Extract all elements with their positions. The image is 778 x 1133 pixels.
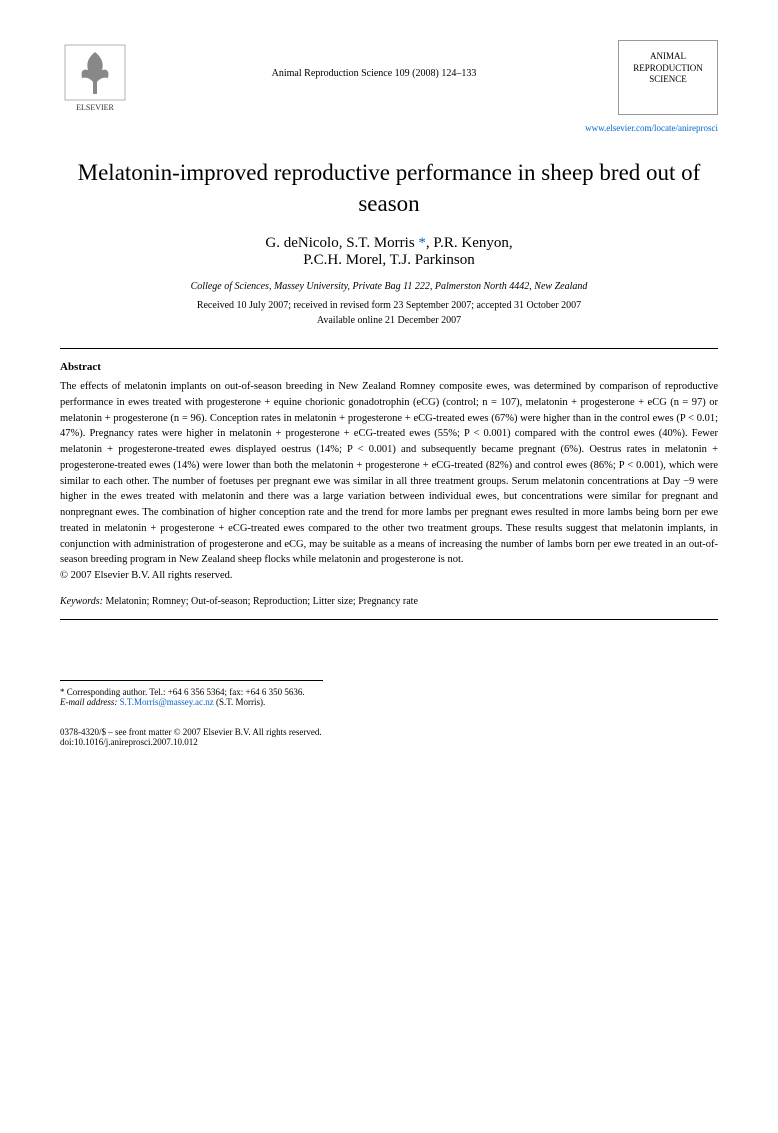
abstract-content: The effects of melatonin implants on out… — [60, 381, 718, 565]
tree-icon: ELSEVIER — [60, 40, 130, 115]
authors-text: G. deNicolo, S.T. Morris — [265, 235, 414, 251]
divider-rule-2 — [60, 619, 718, 620]
dates-received: Received 10 July 2007; received in revis… — [60, 298, 718, 313]
affiliation: College of Sciences, Massey University, … — [60, 281, 718, 292]
journal-reference: Animal Reproduction Science 109 (2008) 1… — [130, 40, 618, 79]
journal-name-line1: ANIMAL — [623, 51, 713, 63]
journal-name-line2: REPRODUCTION — [623, 63, 713, 75]
journal-url[interactable]: www.elsevier.com/locate/anireprosci — [60, 123, 718, 133]
email-link[interactable]: S.T.Morris@massey.ac.nz — [120, 697, 214, 707]
corresponding-footnote: * Corresponding author. Tel.: +64 6 356 … — [60, 680, 323, 707]
author-list: G. deNicolo, S.T. Morris *, P.R. Kenyon,… — [60, 235, 718, 269]
dates-online: Available online 21 December 2007 — [60, 313, 718, 328]
publisher-name: ELSEVIER — [76, 103, 114, 112]
corr-author-info: * Corresponding author. Tel.: +64 6 356 … — [60, 687, 323, 697]
abstract-copyright: © 2007 Elsevier B.V. All rights reserved… — [60, 570, 233, 581]
email-label: E-mail address: — [60, 697, 117, 707]
article-title: Melatonin-improved reproductive performa… — [60, 157, 718, 219]
journal-logo-box: ANIMAL REPRODUCTION SCIENCE — [618, 40, 718, 115]
keywords: Keywords: Melatonin; Romney; Out-of-seas… — [60, 596, 718, 607]
abstract-body: The effects of melatonin implants on out… — [60, 379, 718, 584]
issn-line: 0378-4320/$ – see front matter © 2007 El… — [60, 727, 718, 737]
keywords-list: Melatonin; Romney; Out-of-season; Reprod… — [105, 596, 417, 607]
article-dates: Received 10 July 2007; received in revis… — [60, 298, 718, 328]
abstract-heading: Abstract — [60, 361, 718, 373]
doi-line: doi:10.1016/j.anireprosci.2007.10.012 — [60, 737, 718, 747]
page-header: ELSEVIER Animal Reproduction Science 109… — [60, 40, 718, 115]
divider-rule — [60, 348, 718, 349]
elsevier-logo: ELSEVIER — [60, 40, 130, 115]
keywords-label: Keywords: — [60, 596, 103, 607]
page-footer: 0378-4320/$ – see front matter © 2007 El… — [60, 727, 718, 747]
corresponding-star-icon: * — [415, 235, 426, 251]
email-suffix: (S.T. Morris). — [216, 697, 265, 707]
journal-name-line3: SCIENCE — [623, 74, 713, 86]
